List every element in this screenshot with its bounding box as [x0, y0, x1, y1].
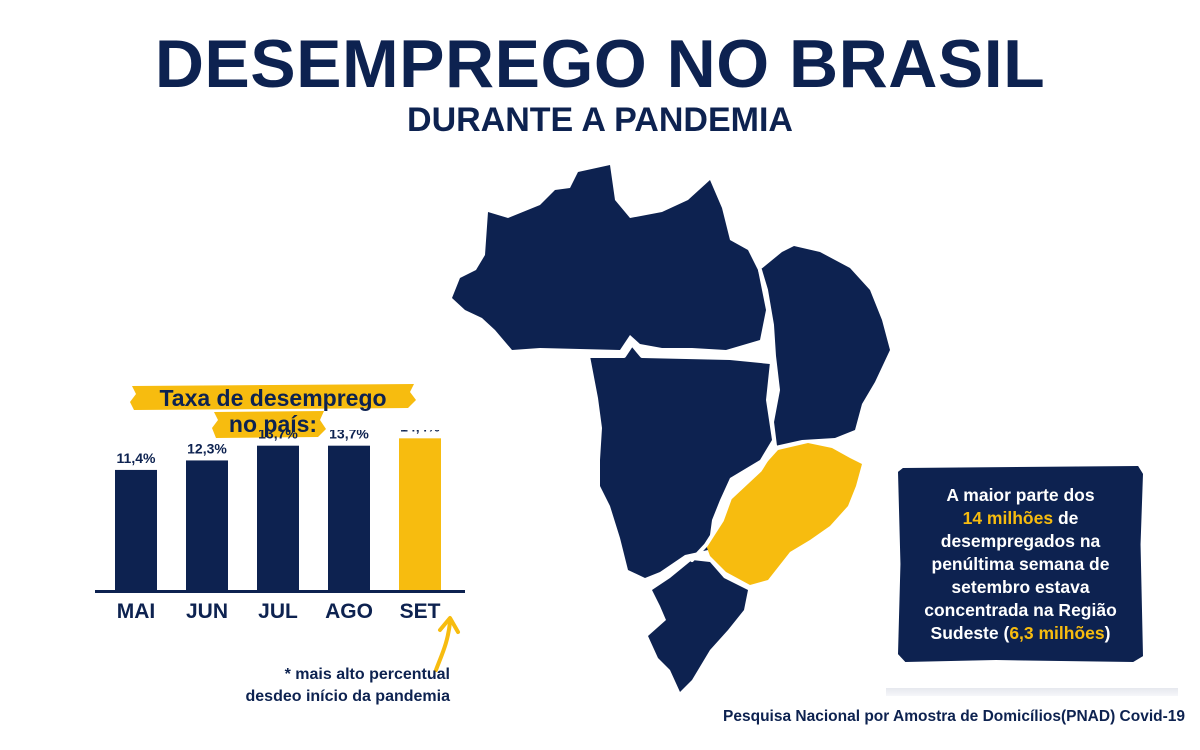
info-line3: desempregados na: [940, 531, 1101, 551]
info-line4: penúltima semana de: [931, 554, 1110, 574]
footnote-line2: desdeo início da pandemia: [245, 688, 451, 705]
info-box: [898, 466, 1143, 662]
info-line2-rest: de: [1053, 508, 1079, 528]
bar-value-label: 12,3%: [187, 440, 227, 456]
brush-highlight: [130, 384, 416, 438]
map-region-norte: [452, 165, 766, 350]
bar-chart: 11,4% MAI 12,3% JUN 13,7% JUL 13,7% AGO 14,4% SET: [95, 430, 465, 623]
info-text: A maior parte dos 14 milhões de desempre…: [898, 484, 1143, 645]
bar-jul: [257, 445, 299, 590]
info-line7-start: Sudeste (: [930, 623, 1010, 643]
brazil-map: [452, 165, 890, 692]
x-tick-label: JUN: [186, 600, 228, 623]
x-tick-label: JUL: [258, 600, 298, 623]
bar-mai: [115, 469, 157, 590]
map-region-nordeste: [760, 246, 890, 446]
info-highlight-total: 14 milhões: [962, 508, 1054, 528]
chart-title-line2: no país:: [228, 411, 318, 437]
page-subtitle: DURANTE A PANDEMIA: [407, 101, 793, 139]
bar-value-label: 14,4%: [400, 430, 440, 434]
info-line5: setembro estava: [951, 577, 1090, 597]
info-box-shadow: [886, 688, 1178, 696]
info-highlight-sudeste: 6,3 milhões: [1009, 623, 1105, 643]
curved-arrow-icon: [434, 616, 460, 672]
info-line1: A maior parte dos: [946, 485, 1095, 505]
chart-title: Taxa de desemprego no país:: [128, 380, 418, 442]
bar-value-label: 11,4%: [117, 450, 156, 466]
map-region-sul: [648, 560, 748, 692]
footnote-line1: * mais alto percentual: [284, 666, 450, 683]
info-line6: concentrada na Região: [924, 600, 1117, 620]
x-tick-label: SET: [400, 600, 441, 623]
page-title: DESEMPREGO NO BRASIL: [154, 26, 1046, 102]
info-line7-end: ): [1104, 623, 1111, 643]
map-region-centro-oeste: [590, 344, 772, 578]
map-region-sudeste: [706, 443, 862, 585]
x-tick-label: MAI: [117, 600, 156, 623]
bar-jun: [186, 460, 228, 590]
footnote: * mais alto percentual desdeo início da …: [210, 664, 451, 708]
bar-value-label: 13,7%: [258, 430, 298, 442]
bar-set: [399, 438, 441, 590]
bar-ago: [328, 445, 370, 590]
bar-value-label: 13,7%: [329, 430, 369, 442]
x-tick-label: AGO: [325, 600, 373, 623]
chart-title-line1: Taxa de desemprego: [159, 385, 387, 411]
source-note: Pesquisa Nacional por Amostra de Domicíl…: [723, 708, 1185, 725]
